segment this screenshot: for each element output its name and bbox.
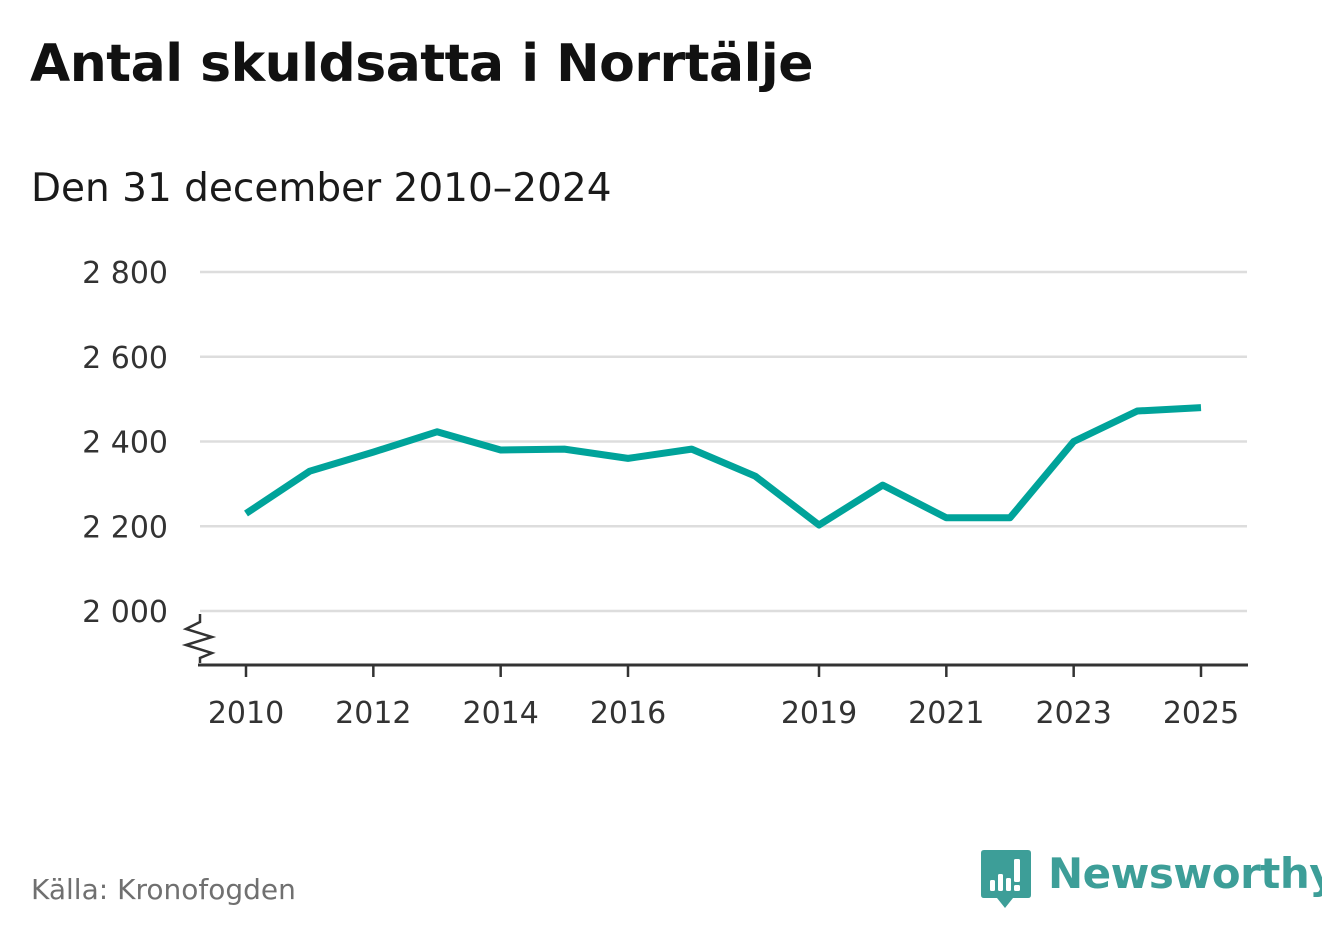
y-axis-break-marker	[181, 614, 217, 663]
brand-logo[interactable]: Newsworthy	[981, 850, 1322, 910]
brand-name: Newsworthy	[1048, 849, 1322, 898]
y-axis-labels: 2 000 2 200 2 400 2 600 2 800	[82, 256, 168, 630]
series-line-0	[244, 404, 1202, 529]
y-tick-label-2600: 2 600	[82, 341, 168, 376]
series-layer	[244, 404, 1202, 529]
x-tick-label-2010: 2010	[208, 696, 284, 731]
y-tick-label-2800: 2 800	[82, 256, 168, 291]
y-tick-label-2000: 2 000	[82, 595, 168, 630]
x-tick-label-2023: 2023	[1035, 696, 1111, 731]
gridlines	[200, 270, 1247, 613]
x-axis	[181, 614, 1248, 677]
x-axis-labels: 2010 2012 2014 2016 2019 2021 2023 2025	[208, 696, 1239, 731]
chart-subtitle: Den 31 december 2010–2024	[31, 166, 612, 211]
x-tick-label-2012: 2012	[335, 696, 411, 731]
source-note: Källa: Kronofogden	[31, 873, 296, 906]
x-tick-label-2016: 2016	[590, 696, 666, 731]
x-tick-label-2021: 2021	[908, 696, 984, 731]
x-tick-label-2019: 2019	[781, 696, 857, 731]
y-tick-label-2200: 2 200	[82, 510, 168, 545]
y-tick-label-2400: 2 400	[82, 426, 168, 461]
chart-title: Antal skuldsatta i Norrtälje	[30, 34, 814, 94]
newsworthy-logo-icon	[981, 850, 1031, 908]
x-tick-label-2014: 2014	[462, 696, 538, 731]
x-tick-label-2025: 2025	[1163, 696, 1239, 731]
